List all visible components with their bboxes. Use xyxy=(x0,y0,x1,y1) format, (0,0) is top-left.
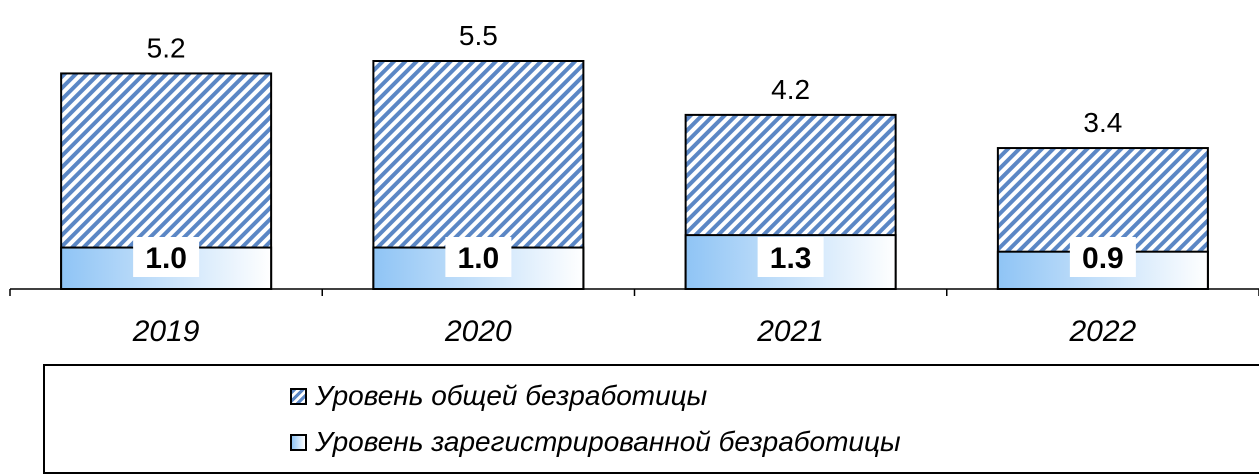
data-label-total: 5.2 xyxy=(147,32,186,63)
data-label-background xyxy=(445,237,512,277)
hatched-square-icon xyxy=(290,387,307,405)
legend-item-registered-unemployment: Уровень зарегистрированной безработицы xyxy=(290,426,901,458)
data-label-registered: 0.9 xyxy=(1082,242,1124,275)
legend-label-total-unemployment: Уровень общей безработицы xyxy=(315,380,708,411)
x-tick-label: 2020 xyxy=(444,315,512,348)
data-label-total: 3.4 xyxy=(1083,107,1122,138)
bar-chart: 5.2 1.0 5.5 1.0 4.2 1.3 3.4 0.9 2019 2020 2021 202… xyxy=(9,20,1259,348)
data-label-total: 4.2 xyxy=(771,74,810,105)
chart-legend: Уровень общей безработицы Уровень зареги… xyxy=(43,364,1259,474)
data-label-total: 5.5 xyxy=(459,20,498,51)
data-label-registered: 1.0 xyxy=(145,242,187,275)
x-tick-label: 2021 xyxy=(756,315,824,348)
x-tick-label: 2019 xyxy=(132,315,200,348)
legend-item-total-unemployment: Уровень общей безработицы xyxy=(290,380,707,412)
data-label-background xyxy=(1069,237,1136,277)
data-label-registered: 1.0 xyxy=(458,242,500,275)
data-label-background xyxy=(757,237,824,277)
x-tick-label: 2022 xyxy=(1069,315,1137,348)
legend-label-registered-unemployment: Уровень зарегистрированной безработицы xyxy=(315,426,901,457)
data-label-registered: 1.3 xyxy=(770,242,812,275)
gradient-square-icon xyxy=(290,433,307,451)
data-label-background xyxy=(133,237,200,277)
